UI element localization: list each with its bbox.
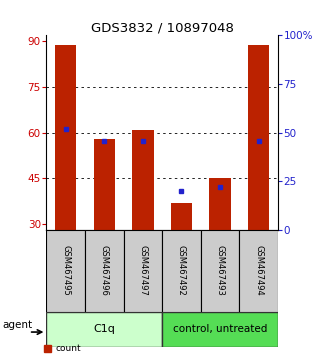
Text: C1q: C1q	[93, 324, 115, 334]
Bar	[94, 139, 115, 230]
Text: GSM467493: GSM467493	[215, 245, 225, 296]
Bar	[46, 312, 162, 347]
Bar	[162, 230, 201, 312]
Text: GSM467494: GSM467494	[254, 245, 263, 296]
Bar	[171, 203, 192, 230]
Text: GSM467496: GSM467496	[100, 245, 109, 296]
Bar	[85, 230, 123, 312]
Text: GSM467497: GSM467497	[138, 245, 147, 296]
Bar	[162, 312, 278, 347]
Bar	[239, 230, 278, 312]
Bar	[210, 178, 231, 230]
Legend: count, percentile rank within the sample: count, percentile rank within the sample	[44, 344, 208, 354]
Text: GSM467492: GSM467492	[177, 245, 186, 296]
Bar	[132, 130, 154, 230]
Bar	[46, 230, 85, 312]
Bar	[55, 45, 76, 230]
Text: agent: agent	[2, 320, 32, 330]
Text: control, untreated: control, untreated	[173, 324, 267, 334]
Bar	[201, 230, 239, 312]
Bar	[123, 230, 162, 312]
Text: GSM467495: GSM467495	[61, 245, 70, 296]
Bar	[248, 45, 269, 230]
Title: GDS3832 / 10897048: GDS3832 / 10897048	[91, 21, 234, 34]
